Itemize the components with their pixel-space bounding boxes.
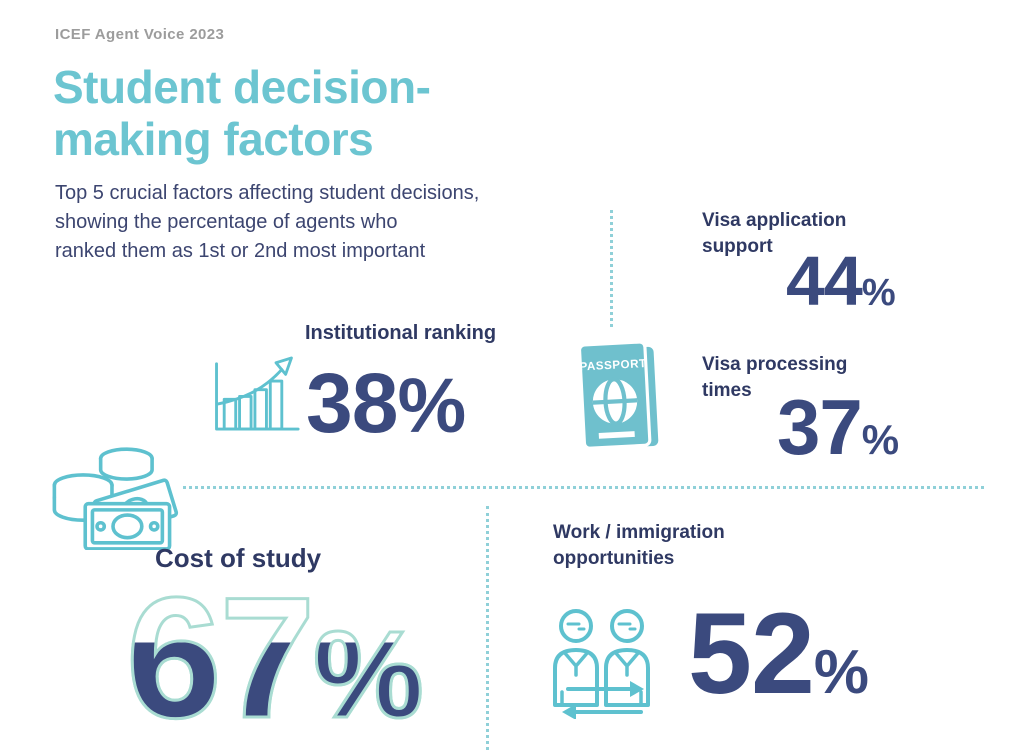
brand-label: ICEF Agent Voice 2023 [55, 26, 225, 43]
dotted-divider-vertical-bottom [486, 506, 489, 750]
dotted-divider-vertical-top [610, 210, 613, 327]
dotted-divider-horizontal [183, 486, 984, 489]
factor-label-work-immigration: Work / immigration opportunities [553, 522, 725, 569]
value-digits: 67 [124, 562, 316, 752]
passport-icon: PASSPORT [572, 338, 666, 456]
factor-label-cost-of-study: Cost of study [155, 543, 322, 573]
factor-value-cost-of-study: 67% 67% [124, 571, 466, 748]
value-digits: 44 [786, 242, 863, 320]
percent-sign: % [861, 416, 900, 463]
factor-label-visa-processing-times: Visa processing times [702, 354, 848, 401]
value-digits: 38 [306, 356, 398, 450]
big-number-outline-layer: 67% [124, 571, 425, 746]
percent-sign: % [813, 638, 870, 707]
percent-sign: % [861, 272, 896, 314]
page-subtitle: Top 5 crucial factors affecting student … [55, 182, 480, 262]
money-icon [46, 442, 180, 550]
percent-sign: % [397, 363, 467, 449]
percent-sign: % [312, 606, 424, 744]
factor-label-visa-application-support: Visa application support [702, 210, 847, 257]
growth-chart-icon [205, 348, 301, 440]
passport-icon-text: PASSPORT [579, 357, 647, 374]
value-digits: 52 [688, 590, 815, 718]
percent-sign: % [312, 606, 425, 744]
factor-label-institutional-ranking: Institutional ranking [305, 322, 497, 344]
page-title: Student decision- making factors [53, 61, 431, 165]
value-digits: 37 [777, 383, 863, 471]
big-number-fill-layer: 67% [126, 606, 424, 744]
factor-value-institutional-ranking: 38% [306, 361, 466, 445]
factor-value-work-immigration: 52% [688, 597, 869, 712]
value-digits: 67 [126, 562, 317, 752]
factor-value-visa-processing-times: 37% [777, 388, 899, 466]
people-exchange-icon [546, 604, 656, 719]
factor-value-visa-application-support: 44% [786, 246, 896, 316]
